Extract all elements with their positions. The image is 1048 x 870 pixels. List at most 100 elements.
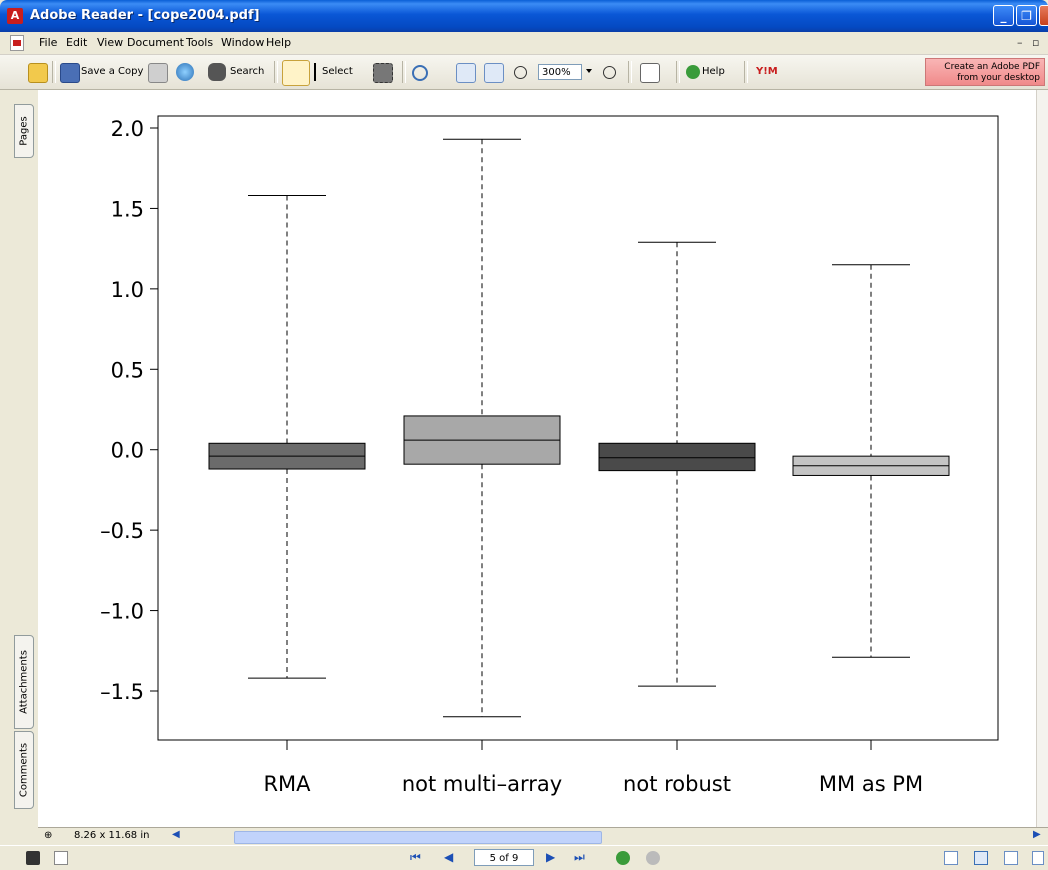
create-pdf-label-line2: from your desktop <box>957 73 1040 83</box>
hand-tool-icon[interactable] <box>282 60 310 86</box>
y-tick-label: –1.0 <box>100 600 144 624</box>
boxplot-series <box>208 138 950 718</box>
menu-window[interactable]: Window <box>221 36 265 49</box>
zoom-in-icon[interactable] <box>603 66 616 79</box>
zoom-input[interactable]: 300% <box>538 64 582 80</box>
first-page-icon[interactable]: ⏮ <box>410 850 421 864</box>
zoom-out-icon[interactable] <box>514 66 527 79</box>
continuous-icon[interactable] <box>974 851 988 865</box>
menu-view[interactable]: View <box>97 36 124 49</box>
next-page-icon[interactable]: ▶ <box>546 850 556 864</box>
y-tick-label: –1.5 <box>100 680 144 704</box>
scroll-right-icon[interactable]: ▶ <box>1033 829 1041 840</box>
menu-tools[interactable]: Tools <box>186 36 214 49</box>
print-icon[interactable] <box>148 63 168 83</box>
single-page-icon[interactable] <box>944 851 958 865</box>
help-button[interactable]: Help <box>702 66 725 77</box>
document-icon <box>10 35 24 51</box>
help-icon[interactable] <box>686 65 700 79</box>
page-number-field[interactable]: 5 of 9 <box>474 849 534 866</box>
menu-edit[interactable]: Edit <box>66 36 88 49</box>
previous-page-icon[interactable]: ◀ <box>444 850 454 864</box>
select-button[interactable]: Select <box>322 66 353 77</box>
boxplot-chart: 2.0 1.5 1.0 0.5 0.0 –0.5 –1.0 –1.5 RMA not multi… <box>100 115 999 796</box>
toolbar-separator <box>744 61 748 83</box>
save-icon[interactable] <box>60 63 80 83</box>
box-iqr <box>598 442 756 472</box>
toolbar-separator <box>628 61 632 83</box>
menu-file[interactable]: File <box>39 36 58 49</box>
navigation-panel: Pages Attachments Comments <box>0 90 39 827</box>
maximize-button[interactable]: ❐ <box>1016 5 1037 26</box>
binoculars-icon[interactable] <box>208 63 226 81</box>
tab-attachments-label: Attachments <box>18 650 30 714</box>
y-axis: 2.0 1.5 1.0 0.5 0.0 –0.5 –1.0 –1.5 <box>100 117 158 704</box>
scroll-left-icon[interactable]: ◀ <box>172 829 180 840</box>
monitor-icon[interactable] <box>26 851 40 865</box>
status-bar: ⏮ ◀ 5 of 9 ▶ ⏭ <box>0 845 1048 870</box>
y-tick-label: –0.5 <box>100 519 144 543</box>
tab-pages[interactable]: Pages <box>14 104 34 158</box>
y-tick-label: 0.5 <box>111 358 144 382</box>
search-button[interactable]: Search <box>230 66 265 77</box>
fit-width-icon[interactable] <box>484 63 504 83</box>
title-bar: A Adobe Reader - [cope2004.pdf] _ ❐ <box>0 0 1048 32</box>
create-pdf-button[interactable]: Create an Adobe PDF from your desktop <box>925 58 1045 86</box>
continuous-facing-icon[interactable] <box>1032 851 1044 865</box>
box-4 <box>792 264 950 658</box>
document-properties-icon[interactable] <box>54 851 68 865</box>
toolbar-separator <box>274 61 278 83</box>
horizontal-scrollbar[interactable]: ⊕ 8.26 x 11.68 in ◀ ▶ <box>38 827 1048 845</box>
y-tick-label: 0.0 <box>111 439 144 463</box>
document-restore-button[interactable]: ▫ <box>1032 36 1040 49</box>
select-cursor-icon[interactable] <box>314 63 324 81</box>
tab-attachments[interactable]: Attachments <box>14 635 34 729</box>
plot-frame <box>157 115 999 741</box>
save-copy-button[interactable]: Save a Copy <box>81 66 144 77</box>
tab-comments-label: Comments <box>18 742 30 798</box>
x-axis: RMA not multi–array not robust MM as PM <box>263 740 923 796</box>
page-size-toggle-icon[interactable]: ⊕ <box>44 830 53 841</box>
toolbar-separator <box>676 61 680 83</box>
menu-help[interactable]: Help <box>266 36 292 49</box>
vertical-scrollbar[interactable] <box>1036 90 1048 827</box>
x-tick-label: not robust <box>623 772 731 796</box>
toolbar-separator <box>402 61 406 83</box>
close-button[interactable] <box>1039 5 1048 26</box>
email-icon[interactable] <box>176 63 194 81</box>
menu-bar: File Edit View Document Tools Window Hel… <box>0 32 1048 55</box>
box-2 <box>403 138 561 718</box>
x-tick-label: MM as PM <box>819 772 923 796</box>
snapshot-icon[interactable] <box>373 63 393 83</box>
last-page-icon[interactable]: ⏭ <box>574 850 585 864</box>
zoom-dropdown-icon[interactable] <box>586 69 592 73</box>
y-tick-label: 1.5 <box>111 197 144 221</box>
fit-page-icon[interactable] <box>456 63 476 83</box>
create-pdf-label-line1: Create an Adobe PDF <box>944 62 1040 72</box>
yahoo-messenger-button[interactable]: Y!M <box>756 66 778 77</box>
tab-comments[interactable]: Comments <box>14 731 34 809</box>
facing-icon[interactable] <box>1004 851 1018 865</box>
toolbar: Save a Copy Search Select 300% Help Y!M … <box>0 55 1048 90</box>
document-view: 2.0 1.5 1.0 0.5 0.0 –0.5 –1.0 –1.5 RMA not multi… <box>38 90 1036 827</box>
menu-document[interactable]: Document <box>127 36 184 49</box>
page-size-label: 8.26 x 11.68 in <box>74 830 150 841</box>
open-icon[interactable] <box>28 63 48 83</box>
toolbar-separator <box>52 61 56 83</box>
adobe-reader-icon: A <box>7 8 23 24</box>
window-title: Adobe Reader - [cope2004.pdf] <box>30 8 260 23</box>
scroll-thumb[interactable] <box>234 831 602 844</box>
rotate-page-icon[interactable] <box>640 63 660 83</box>
tab-pages-label: Pages <box>18 116 30 146</box>
go-forward-icon[interactable] <box>646 851 660 865</box>
box-1 <box>208 195 366 679</box>
document-minimize-button[interactable]: – <box>1017 36 1023 49</box>
x-tick-label: RMA <box>263 772 311 796</box>
zoom-tool-icon[interactable] <box>412 65 428 81</box>
x-tick-label: not multi–array <box>402 772 562 796</box>
go-back-icon[interactable] <box>616 851 630 865</box>
y-tick-label: 2.0 <box>111 117 144 141</box>
y-tick-label: 1.0 <box>111 278 144 302</box>
box-3 <box>598 241 756 687</box>
minimize-button[interactable]: _ <box>993 5 1014 26</box>
